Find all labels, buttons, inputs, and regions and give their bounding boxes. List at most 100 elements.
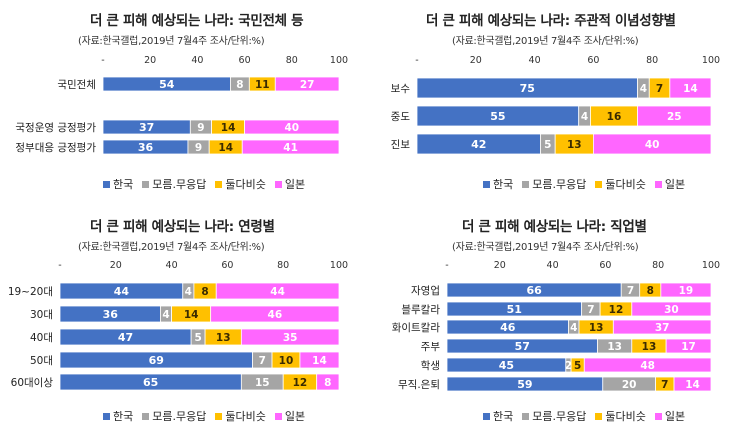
chart-title: 더 큰 피해 예상되는 나라: 직업별	[462, 219, 647, 235]
x-tick-label: 20	[110, 260, 122, 271]
data-label: 11	[255, 79, 270, 91]
bar-segment-japan	[665, 338, 712, 354]
x-tick-label: -	[415, 55, 418, 66]
legend-swatch-japan	[274, 412, 282, 420]
data-label: 55	[490, 110, 505, 123]
bar-segment-japan	[316, 373, 340, 391]
data-label: 7	[259, 355, 266, 367]
data-label: 7	[661, 379, 668, 391]
data-label: 30	[664, 304, 679, 316]
legend-swatch-japan	[274, 180, 282, 188]
legend-item-unknown: 모름.무응답	[522, 408, 586, 424]
legend-item-similar: 둘다비슷	[215, 408, 266, 424]
legend-item-unknown: 모름.무응답	[522, 176, 586, 192]
category-label: 국정운영 긍정평가	[15, 122, 96, 134]
data-label: 14	[312, 355, 327, 367]
data-label: 17	[681, 341, 696, 353]
bar-segment-japan	[612, 319, 712, 335]
data-label: 13	[216, 332, 231, 344]
x-tick-label: 80	[286, 55, 298, 66]
data-label: 4	[640, 83, 647, 95]
x-tick-label: 60	[239, 55, 251, 66]
legend-item-japan: 일본	[654, 176, 685, 192]
chart-title: 더 큰 피해 예상되는 나라: 연령별	[90, 219, 275, 235]
data-label: 9	[195, 142, 202, 154]
data-label: 13	[607, 341, 622, 353]
x-tick-label: 60	[587, 55, 599, 66]
legend-item-similar: 둘다비슷	[215, 176, 266, 192]
category-label: 주부	[421, 341, 441, 353]
legend-item-korea: 한국	[483, 176, 513, 192]
data-label: 19	[679, 285, 694, 297]
category-label: 30대	[30, 309, 53, 321]
legend-item-unknown: 모름.무응답	[142, 408, 206, 424]
chart-legend: 한국 모름.무응답 둘다비슷 일본	[483, 176, 694, 192]
data-label: 4	[162, 309, 169, 321]
legend-label: 한국	[113, 410, 134, 423]
bar-segment-japan	[637, 105, 712, 127]
x-tick-label: 40	[529, 55, 541, 66]
data-label: 5	[544, 139, 551, 151]
data-label: 12	[609, 304, 624, 316]
x-tick-label: -	[101, 55, 104, 66]
data-label: 20	[622, 379, 637, 391]
bar-segment-japan	[631, 301, 712, 317]
chart-legend: 한국 모름.무응답 둘다비슷 일본	[103, 408, 314, 424]
chart-subtitle: (자료:한국갤럽,2019년 7월4주 조사/단위:%)	[78, 36, 265, 47]
data-label: 8	[324, 377, 331, 389]
category-label: 중도	[391, 111, 411, 123]
data-label: 2	[565, 360, 572, 372]
data-label: 25	[667, 111, 682, 123]
category-label: 국민전체	[57, 79, 96, 91]
legend-item-korea: 한국	[103, 176, 133, 192]
chart-title: 더 큰 피해 예상되는 나라: 국민전체 등	[90, 13, 304, 29]
legend-swatch-unknown	[142, 180, 150, 188]
legend-item-similar: 둘다비슷	[595, 176, 646, 192]
chart-subtitle: (자료:한국갤럽,2019년 7월4주 조사/단위:%)	[452, 36, 639, 47]
data-label: 27	[300, 79, 315, 91]
data-label: 4	[581, 111, 588, 123]
bar-segment-japan	[274, 76, 340, 92]
bar-segment-japan	[210, 305, 340, 323]
bar-segment-japan	[673, 376, 712, 392]
legend-label: 일본	[284, 178, 306, 191]
legend-label: 모름.무응답	[152, 178, 207, 191]
bar-chart-overall: - 20 40 60 80 100 국민전체 54 8 11 27 국정운영 긍정평가 37 9 14 40 정…	[15, 55, 348, 155]
category-label: 진보	[391, 139, 411, 151]
data-label: 8	[647, 285, 654, 297]
chart-legend: 한국 모름.무응답 둘다비슷 일본	[103, 176, 314, 192]
category-label: 19~20대	[8, 286, 53, 298]
category-label: 50대	[30, 355, 53, 367]
x-tick-label: 40	[191, 55, 203, 66]
chart-title: 더 큰 피해 예상되는 나라: 주관적 이념성향별	[426, 13, 676, 29]
chart-subtitle: (자료:한국갤럽,2019년 7월4주 조사/단위:%)	[452, 242, 639, 253]
data-label: 41	[283, 142, 298, 154]
x-tick-label: 40	[166, 260, 178, 271]
legend-swatch-korea	[483, 180, 490, 188]
legend-item-japan: 일본	[274, 176, 306, 192]
bar-segment-japan	[244, 119, 340, 135]
legend-swatch-japan	[654, 412, 662, 420]
data-label: 37	[139, 121, 154, 134]
category-label: 보수	[391, 83, 411, 95]
legend-swatch-unknown	[142, 412, 150, 420]
data-label: 40	[284, 122, 299, 134]
x-tick-label: 20	[494, 260, 506, 271]
data-label: 13	[567, 139, 582, 151]
x-tick-label: 100	[330, 260, 348, 271]
x-tick-label: 80	[646, 55, 658, 66]
category-label: 무직.은퇴	[398, 379, 440, 391]
data-label: 35	[283, 332, 298, 344]
data-label: 54	[159, 78, 175, 91]
data-label: 51	[507, 303, 522, 316]
data-label: 9	[197, 122, 204, 134]
data-label: 7	[587, 304, 594, 316]
x-tick-label: -	[58, 260, 61, 271]
data-label: 66	[526, 284, 542, 297]
legend-label: 한국	[493, 410, 514, 423]
bar-segment-japan	[240, 328, 340, 346]
legend-item-japan: 일본	[654, 408, 685, 424]
